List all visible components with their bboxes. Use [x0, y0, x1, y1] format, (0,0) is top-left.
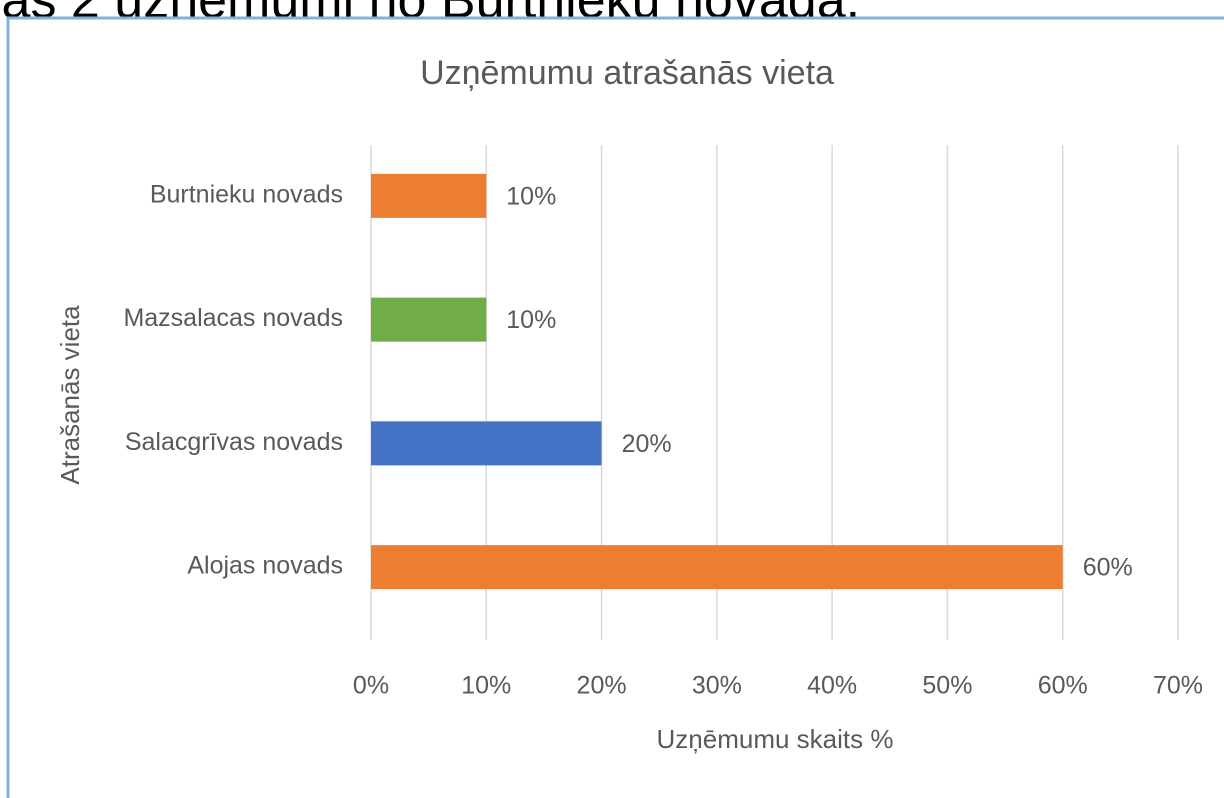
x-tick-label: 10% [461, 672, 511, 700]
x-tick-label: 20% [577, 672, 627, 700]
x-tick-label: 30% [692, 672, 742, 700]
bar [371, 173, 487, 218]
chart-title: Uzņēmumu atrašanās vieta [420, 54, 834, 92]
data-label: 10% [506, 306, 556, 334]
data-label: 10% [506, 182, 556, 210]
data-label: 60% [1083, 554, 1133, 582]
y-tick-label: Salacgrīvas novads [125, 428, 343, 456]
bar [371, 421, 602, 466]
x-tick-label: 50% [922, 672, 972, 700]
y-tick-label: Burtnieku novads [150, 180, 343, 208]
bar [371, 297, 487, 342]
x-axis-title: Uzņēmumu skaits % [657, 724, 894, 754]
x-tick-label: 40% [807, 672, 857, 700]
chart-frame [6, 16, 1224, 798]
data-label: 20% [622, 430, 672, 458]
y-axis-title: Atrašanās vieta [55, 305, 85, 485]
x-tick-label: 70% [1153, 672, 1203, 700]
y-tick-label: Alojas novads [187, 552, 343, 580]
y-tick-label: Mazsalacas novads [123, 304, 343, 332]
bar [371, 545, 1063, 590]
x-tick-label: 0% [353, 672, 389, 700]
x-tick-label: 60% [1038, 672, 1088, 700]
